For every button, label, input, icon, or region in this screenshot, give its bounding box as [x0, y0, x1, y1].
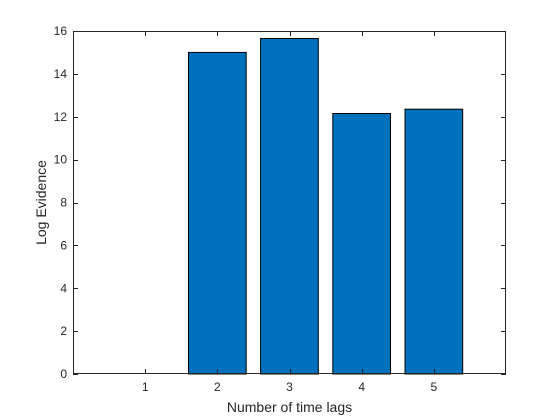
axes-box [73, 31, 506, 374]
bar-2 [188, 51, 247, 375]
y-tick-label-10: 10 [54, 153, 68, 167]
x-tick-label-4: 4 [358, 380, 365, 394]
x-tick-label-1: 1 [142, 380, 149, 394]
y-tick-label-6: 6 [60, 238, 67, 252]
y-tick-label-4: 4 [60, 281, 67, 295]
x-tick-label-2: 2 [214, 380, 221, 394]
y-tick-label-0: 0 [60, 367, 67, 381]
y-tick-label-12: 12 [54, 110, 68, 124]
y-tick-label-2: 2 [60, 324, 67, 338]
x-tick-label-5: 5 [430, 380, 437, 394]
y-tick-label-16: 16 [54, 24, 68, 38]
x-axis-label: Number of time lags [227, 399, 352, 415]
bar-3 [260, 38, 319, 375]
y-tick-label-14: 14 [54, 67, 68, 81]
x-tick-label-3: 3 [286, 380, 293, 394]
bar-5 [404, 108, 464, 375]
bars-group [188, 38, 464, 375]
y-tick-label-8: 8 [60, 196, 67, 210]
bar-4 [332, 113, 391, 375]
y-axis-label: Log Evidence [33, 160, 49, 245]
